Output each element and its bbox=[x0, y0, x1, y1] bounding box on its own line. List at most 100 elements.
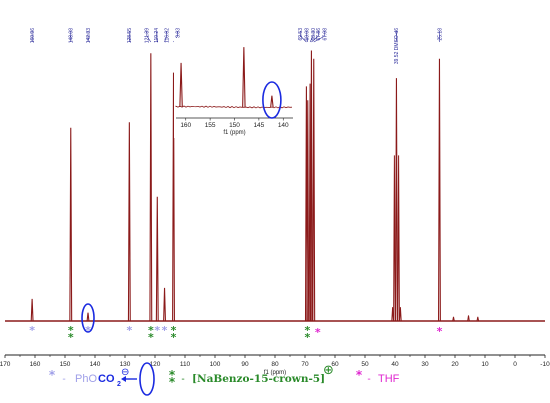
inset-tick-label-4: 140 bbox=[278, 122, 289, 129]
x-tick-label-6: 110 bbox=[180, 361, 191, 368]
x-tick-label-15: 20 bbox=[451, 361, 459, 368]
peak-label-14: 25.18 bbox=[437, 28, 443, 41]
spectrum-peak-14 bbox=[438, 58, 441, 322]
spectrum-peak-7 bbox=[172, 72, 175, 322]
marker-crown-5: * bbox=[171, 324, 177, 337]
marker-crown-3: * bbox=[148, 324, 154, 337]
peak-label-connector-8 bbox=[300, 35, 307, 43]
spectrum-peak-4 bbox=[149, 53, 153, 322]
x-axis-label: f1 (ppm) bbox=[264, 370, 286, 376]
peak-label-9: 69.08 bbox=[305, 28, 311, 41]
peak-label-connector-12 bbox=[313, 35, 325, 43]
inset-baseline bbox=[175, 105, 293, 109]
marker-thf-1: * bbox=[315, 326, 321, 339]
peak-label-11: 67.86 bbox=[316, 28, 322, 41]
peak-label-1: 148.08 bbox=[69, 28, 75, 44]
x-tick-label-0: 170 bbox=[0, 361, 11, 368]
highlight-circle-main bbox=[81, 303, 95, 333]
peak-label-2: 142.33 bbox=[86, 28, 92, 44]
peak-label-connector-10 bbox=[309, 35, 314, 43]
x-tick-label-13: 40 bbox=[391, 361, 399, 368]
spectrum-multiplet-0 bbox=[393, 155, 396, 322]
peak-label-4: 121.39 bbox=[145, 28, 151, 44]
peak-label-10: 68.30 bbox=[311, 28, 317, 41]
inset-spectrum: 160 155 150 145 140 f1 (ppm) bbox=[174, 38, 295, 138]
peak-label-3: 128.55 bbox=[127, 28, 133, 44]
marker-crown-7: * bbox=[305, 324, 311, 337]
x-tick-label-18: -10 bbox=[540, 361, 550, 368]
peak-label-layer: 160.96 148.08 142.33 128.55 121.39 119.24 116.… bbox=[30, 28, 443, 64]
marker-carbonate-1: * bbox=[29, 324, 35, 337]
spectrum-multiplet-6 bbox=[452, 316, 455, 322]
marker-thf-2: * bbox=[437, 325, 443, 338]
marker-crown-2: * bbox=[68, 331, 74, 344]
legend-crown-marker-2: * bbox=[169, 375, 176, 389]
spectrum-peak-9 bbox=[306, 100, 310, 322]
peak-label-connector-5 bbox=[155, 35, 158, 43]
legend-carbonate-text-a: PhO bbox=[75, 373, 97, 385]
x-tick-label-9: 80 bbox=[271, 361, 279, 368]
highlight-circle-inset bbox=[262, 81, 282, 119]
x-axis: 170 160 150 140 130 120 110 100 90 80 70 60 50 40 30 20… bbox=[0, 354, 550, 376]
legend: * - PhO CO 2⊖ ** - [NaBenzo-15-crown-5]⊕ * - THF bbox=[49, 362, 400, 396]
inset-peak-0 bbox=[179, 62, 183, 108]
inset-tick-label-3: 145 bbox=[253, 122, 264, 129]
x-tick-label-7: 100 bbox=[210, 361, 221, 368]
inset-peak-2 bbox=[270, 95, 274, 108]
peak-label-connector-4 bbox=[146, 35, 152, 43]
spectrum-multiplet-4 bbox=[467, 315, 470, 322]
legend-crown-sup: ⊕ bbox=[323, 363, 334, 378]
legend-crown-text: [NaBenzo-15-crown-5] bbox=[192, 373, 325, 385]
inset-background bbox=[174, 38, 295, 138]
peak-label-8: 69.53 bbox=[298, 28, 304, 41]
spectrum-layer bbox=[5, 50, 545, 333]
spectrum-multiplet-5 bbox=[476, 316, 480, 322]
spectrum-peak-5 bbox=[155, 196, 159, 322]
legend-carbonate-sup: ⊖ bbox=[121, 367, 129, 378]
inset-peak-1 bbox=[242, 47, 246, 108]
marker-crown-4: * bbox=[148, 331, 154, 344]
spectrum-multiplet-1 bbox=[397, 155, 400, 322]
legend-carbonate-marker: * bbox=[49, 368, 56, 382]
marker-carbonate-5: * bbox=[162, 324, 168, 337]
x-tick-label-4: 130 bbox=[120, 361, 131, 368]
marker-carbonate-2: * bbox=[85, 324, 91, 337]
assignment-markers: * *** * *** * **** * * bbox=[29, 324, 442, 344]
x-tick-label-5: 120 bbox=[150, 361, 161, 368]
peak-label-12: 67.08 bbox=[323, 28, 329, 41]
inset-x-label: f1 (ppm) bbox=[223, 130, 245, 136]
x-tick-label-8: 90 bbox=[241, 361, 249, 368]
legend-arrow-head bbox=[121, 376, 126, 382]
legend-thf-text: THF bbox=[378, 373, 400, 385]
legend-crown-marker: * bbox=[169, 368, 176, 382]
peak-label-connector-11 bbox=[311, 35, 319, 43]
marker-carbonate-4: * bbox=[154, 324, 160, 337]
legend-crown-dash: - bbox=[181, 374, 184, 385]
marker-crown-1: * bbox=[68, 324, 74, 337]
x-tick-label-12: 50 bbox=[361, 361, 369, 368]
x-tick-label-1: 160 bbox=[30, 361, 41, 368]
marker-carbonate-3: * bbox=[126, 324, 132, 337]
spectrum-peak-3 bbox=[127, 122, 131, 322]
spectrum-peak-11 bbox=[309, 50, 313, 322]
legend-thf-dash: - bbox=[367, 374, 370, 385]
x-tick-label-11: 60 bbox=[331, 361, 339, 368]
spectrum-peak-2 bbox=[86, 312, 90, 322]
legend-carbonate-text-b: CO bbox=[98, 373, 115, 385]
marker-crown-6: * bbox=[171, 331, 177, 344]
spectrum-multiplet-2 bbox=[391, 307, 394, 322]
legend-thf-marker: * bbox=[356, 368, 363, 382]
peak-label-6: 116.82 bbox=[164, 28, 170, 43]
spectrum-peak-12 bbox=[312, 58, 316, 322]
x-tick-label-10: 70 bbox=[301, 361, 309, 368]
peak-label-0: 160.96 bbox=[30, 28, 36, 44]
x-tick-label-2: 150 bbox=[60, 361, 71, 368]
spectrum-peak-6 bbox=[163, 287, 166, 322]
spectrum-multiplet-3 bbox=[399, 307, 402, 322]
inset-tick-label-0: 160 bbox=[180, 122, 191, 129]
x-tick-label-17: 0 bbox=[513, 361, 517, 368]
peak-label-5: 119.24 bbox=[154, 28, 160, 43]
peak-label-connector-6 bbox=[164, 35, 167, 43]
marker-crown-8: * bbox=[305, 331, 311, 344]
